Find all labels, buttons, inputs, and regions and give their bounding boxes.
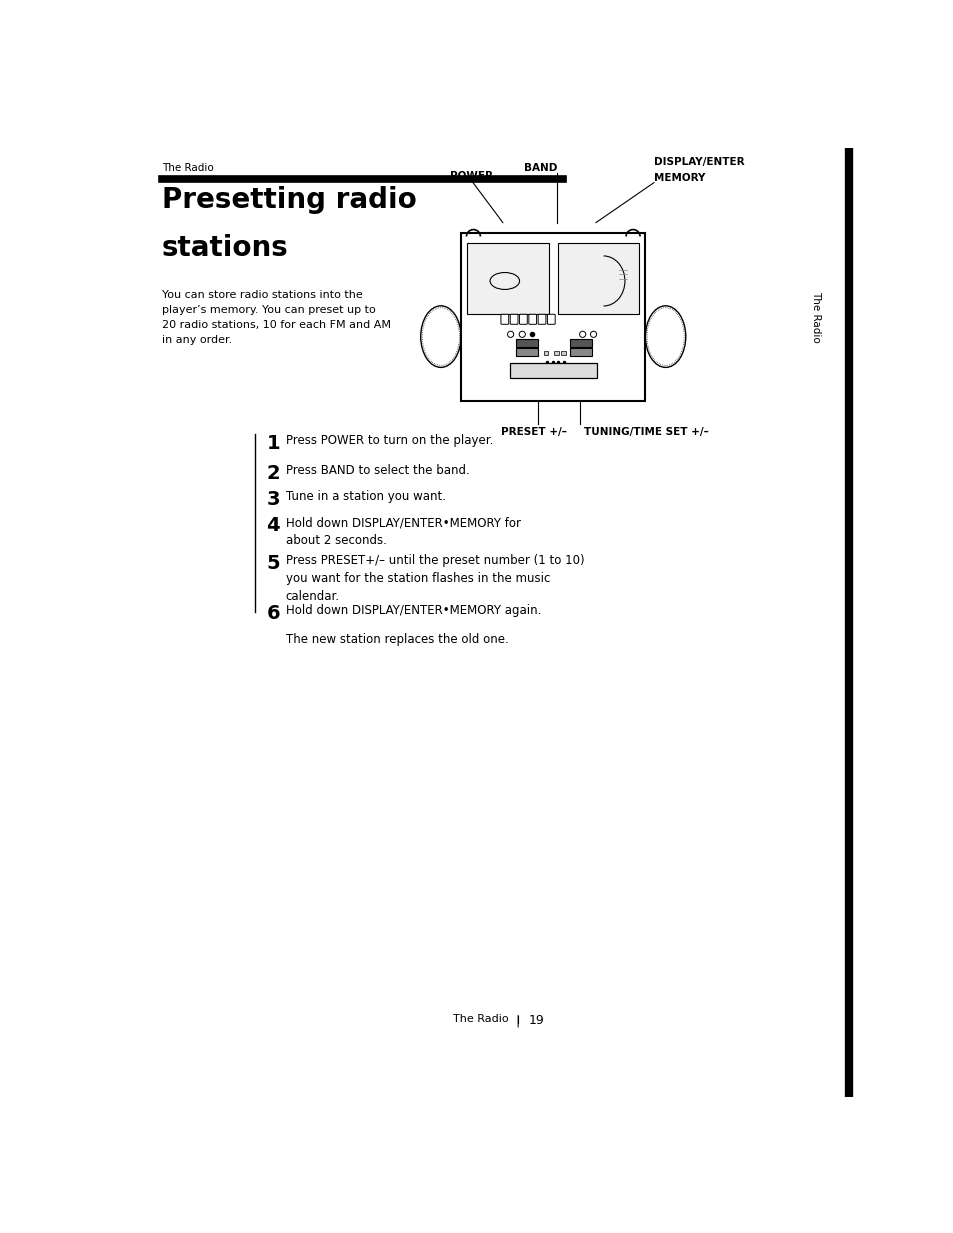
FancyBboxPatch shape [554, 351, 558, 355]
Text: 5: 5 [266, 554, 280, 573]
Text: Hold down DISPLAY/ENTER•MEMORY for
about 2 seconds.: Hold down DISPLAY/ENTER•MEMORY for about… [286, 517, 520, 547]
FancyBboxPatch shape [467, 243, 548, 314]
FancyBboxPatch shape [519, 314, 527, 324]
Text: stations: stations [162, 234, 289, 263]
Text: Press BAND to select the band.: Press BAND to select the band. [286, 464, 469, 477]
Text: BAND: BAND [523, 163, 557, 174]
FancyBboxPatch shape [516, 339, 537, 346]
Text: TUNING/TIME SET +/–: TUNING/TIME SET +/– [583, 428, 708, 438]
FancyBboxPatch shape [570, 348, 592, 356]
Text: PRESET +/–: PRESET +/– [500, 428, 566, 438]
FancyBboxPatch shape [543, 351, 548, 355]
FancyBboxPatch shape [537, 314, 545, 324]
Text: Hold down DISPLAY/ENTER•MEMORY again.: Hold down DISPLAY/ENTER•MEMORY again. [286, 604, 540, 616]
Text: Tune in a station you want.: Tune in a station you want. [286, 490, 445, 503]
FancyBboxPatch shape [528, 314, 536, 324]
Text: Presetting radio: Presetting radio [162, 186, 416, 215]
Text: The Radio: The Radio [162, 163, 213, 174]
Text: You can store radio stations into the
player’s memory. You can preset up to
20 r: You can store radio stations into the pl… [162, 291, 391, 345]
Text: The Radio: The Radio [453, 1015, 508, 1025]
FancyBboxPatch shape [509, 363, 596, 379]
Text: 6: 6 [266, 604, 280, 623]
FancyBboxPatch shape [516, 348, 537, 356]
FancyBboxPatch shape [558, 243, 639, 314]
Text: 2: 2 [266, 464, 280, 482]
Text: Press POWER to turn on the player.: Press POWER to turn on the player. [286, 434, 493, 448]
Text: 3: 3 [266, 490, 280, 509]
FancyBboxPatch shape [547, 314, 555, 324]
Text: The new station replaces the old one.: The new station replaces the old one. [286, 633, 508, 646]
Text: |: | [516, 1015, 519, 1027]
Text: MEMORY: MEMORY [654, 173, 704, 182]
FancyBboxPatch shape [500, 314, 508, 324]
Text: 1: 1 [266, 434, 280, 454]
Text: DISPLAY/ENTER: DISPLAY/ENTER [654, 158, 744, 168]
Text: Press PRESET+/– until the preset number (1 to 10)
you want for the station flash: Press PRESET+/– until the preset number … [286, 554, 584, 603]
FancyBboxPatch shape [570, 339, 592, 346]
Text: POWER: POWER [450, 171, 493, 181]
Text: The Radio: The Radio [810, 291, 821, 343]
FancyBboxPatch shape [560, 351, 565, 355]
Text: 4: 4 [266, 517, 280, 535]
Text: 19: 19 [528, 1015, 544, 1027]
FancyBboxPatch shape [510, 314, 517, 324]
FancyBboxPatch shape [460, 233, 645, 401]
